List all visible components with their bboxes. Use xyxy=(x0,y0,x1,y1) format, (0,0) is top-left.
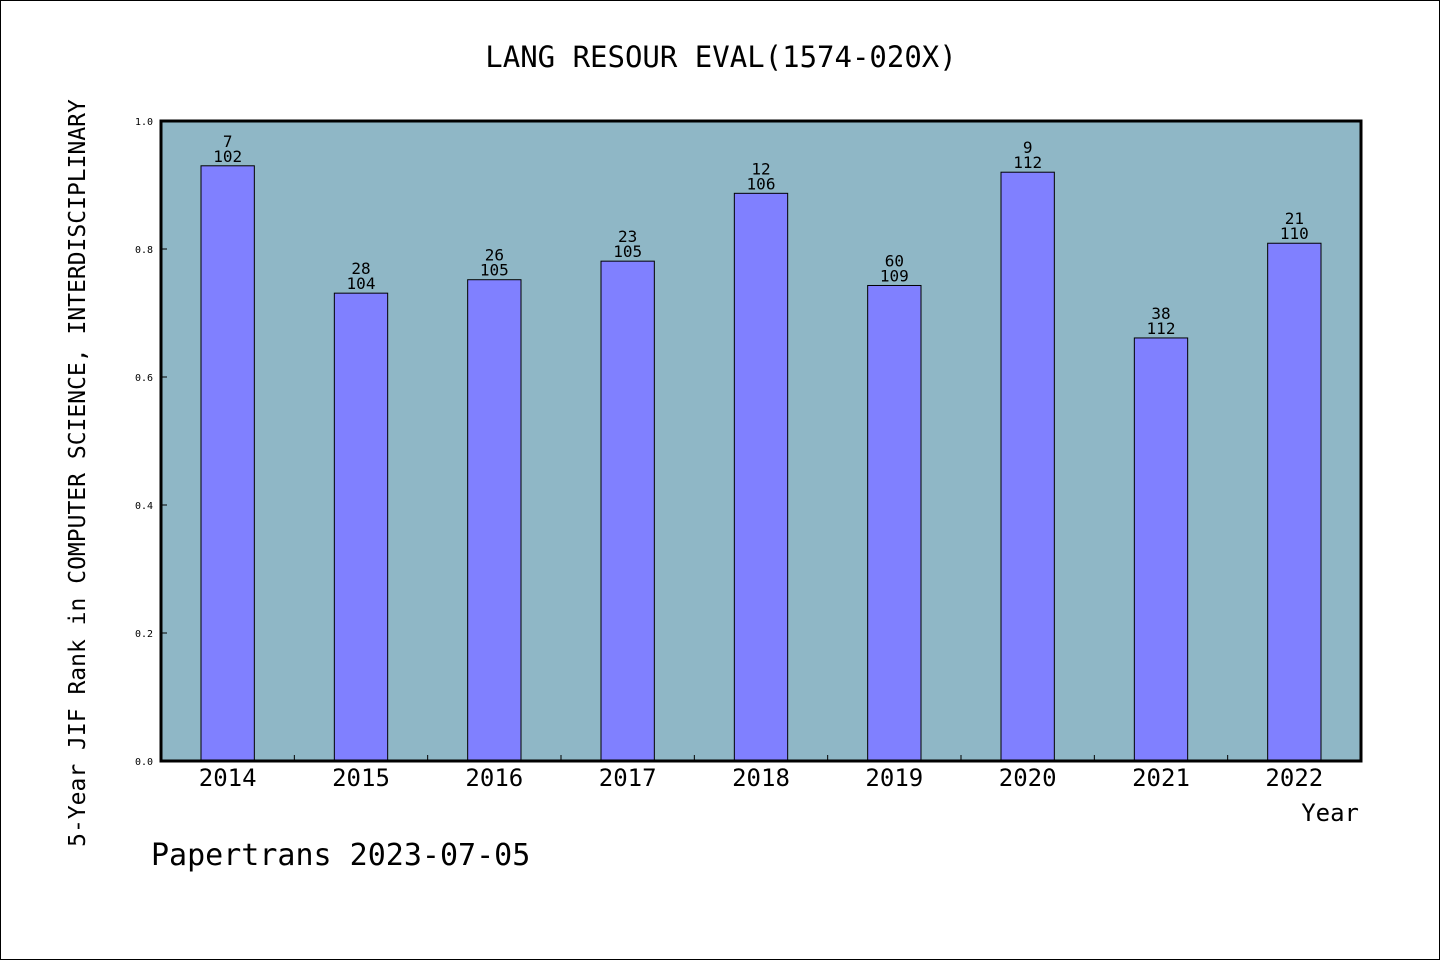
bar-2015 xyxy=(333,292,389,762)
x-tick-label-2020: 2020 xyxy=(999,764,1057,792)
bar-total-label-2021: 112 xyxy=(1147,319,1176,338)
bar-total-label-2016: 105 xyxy=(480,261,509,280)
bar-2022 xyxy=(1267,242,1322,762)
x-axis-ticks: 2014 2015 2016 2017 2018 2019 2020 2021 2022 xyxy=(199,755,1323,792)
y-axis-label: 5-Year JIF Rank in COMPUTER SCIENCE, INT… xyxy=(65,99,91,847)
bar-rank-label-2016: 26 xyxy=(485,246,504,265)
y-tick-label-0.0: 0.0 xyxy=(135,757,153,768)
watermark-text: Papertrans 2023-07-05 xyxy=(151,838,530,873)
y-tick-label-0.6: 0.6 xyxy=(135,373,153,384)
bar-rank-label-2018: 12 xyxy=(751,159,770,178)
bar-total-label-2022: 110 xyxy=(1280,224,1309,243)
bar-rank-label-2015: 28 xyxy=(351,259,370,278)
bar-2017 xyxy=(600,260,655,762)
bar-rank-label-2019: 60 xyxy=(885,251,904,270)
bar-total-label-2017: 105 xyxy=(613,242,642,261)
x-tick-label-2021: 2021 xyxy=(1132,764,1190,792)
bar-total-label-2018: 106 xyxy=(747,174,776,193)
bar-rank-label-2022: 21 xyxy=(1285,209,1304,228)
plot-border xyxy=(159,119,1363,763)
x-tick-label-2018: 2018 xyxy=(732,764,790,792)
bar-rank-label-2020: 9 xyxy=(1023,138,1033,157)
x-tick-label-2014: 2014 xyxy=(199,764,257,792)
bars-group xyxy=(200,165,1322,762)
x-tick-label-2022: 2022 xyxy=(1265,764,1323,792)
x-tick-label-2015: 2015 xyxy=(332,764,390,792)
bar-labels-group: 7102281042610523105121066010991123811221… xyxy=(213,132,1309,338)
bar-2016 xyxy=(467,279,522,762)
bar-2021 xyxy=(1133,337,1189,762)
y-tick-label-0.4: 0.4 xyxy=(135,501,153,512)
y-tick-label-0.2: 0.2 xyxy=(135,629,153,640)
x-tick-label-2019: 2019 xyxy=(865,764,923,792)
bar-2019 xyxy=(867,284,922,762)
bar-total-label-2014: 102 xyxy=(213,147,242,166)
bar-rank-label-2017: 23 xyxy=(618,227,637,246)
y-tick-label-1.0: 1.0 xyxy=(135,117,153,128)
bar-2014 xyxy=(200,165,255,762)
x-tick-label-2017: 2017 xyxy=(599,764,657,792)
bar-2018 xyxy=(733,192,789,762)
x-axis-label: Year xyxy=(1301,799,1359,827)
bar-total-label-2019: 109 xyxy=(880,266,909,285)
y-tick-label-0.8: 0.8 xyxy=(135,245,153,256)
x-tick-label-2016: 2016 xyxy=(465,764,523,792)
chart-title: LANG RESOUR EVAL(1574-020X) xyxy=(485,40,956,74)
bar-total-label-2015: 104 xyxy=(347,274,376,293)
bar-total-label-2020: 112 xyxy=(1013,153,1042,172)
bar-rank-label-2021: 38 xyxy=(1151,304,1170,323)
bar-2020 xyxy=(1000,171,1055,762)
bar-rank-label-2014: 7 xyxy=(223,132,233,151)
